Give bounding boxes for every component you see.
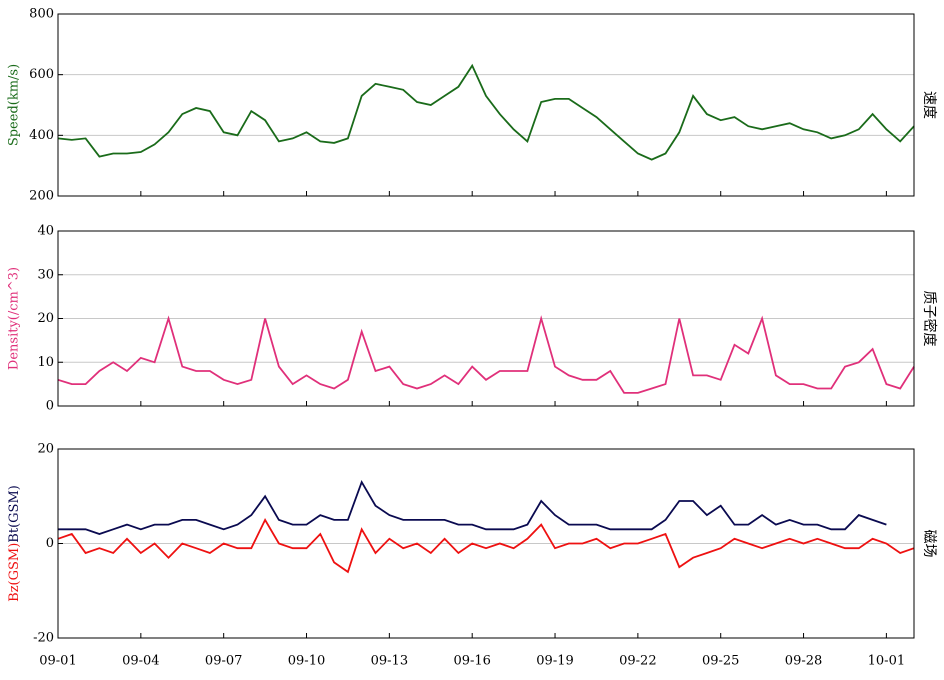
y-tick-label: 30 — [37, 267, 54, 282]
plot-frame — [57, 230, 915, 407]
y-tick-label: 200 — [29, 189, 54, 204]
y-tick-label: 40 — [37, 224, 54, 239]
data-line — [57, 63, 915, 161]
side-label: 磁场 — [921, 530, 937, 558]
data-line — [58, 482, 914, 534]
x-tick-label: 09-25 — [702, 654, 739, 669]
x-tick-label: 09-19 — [536, 654, 573, 669]
legend-entry: Bt(GSM) — [7, 485, 22, 543]
side-label: 速度 — [921, 91, 937, 119]
x-tick-label: 09-01 — [39, 654, 76, 669]
plot-frame — [57, 448, 915, 639]
y-tick-label: 0 — [46, 399, 54, 414]
x-tick-label: 09-22 — [619, 654, 656, 669]
x-tick-label: 09-13 — [371, 654, 408, 669]
y-tick-label: -20 — [33, 631, 54, 646]
data-line — [57, 517, 915, 574]
y-tick-label: 10 — [37, 355, 54, 370]
y-tick-label: 800 — [29, 7, 54, 22]
data-line — [57, 315, 915, 394]
x-tick-label: 09-16 — [453, 654, 490, 669]
plot-frame — [57, 13, 915, 197]
y-tick-label: 600 — [29, 67, 54, 82]
x-tick-label: 09-07 — [205, 654, 242, 669]
x-tick-label: 09-10 — [288, 654, 325, 669]
y-axis-label: Bz(GSM)Bt(GSM) — [7, 485, 22, 602]
y-tick-label: 0 — [46, 536, 54, 551]
y-axis-label: Density(/cm^3) — [7, 267, 22, 370]
x-tick-label: 09-28 — [785, 654, 822, 669]
x-tick-label: 10-01 — [868, 654, 905, 669]
x-tick-label: 09-04 — [122, 654, 159, 669]
legend-entry: Bz(GSM) — [7, 543, 22, 602]
y-tick-label: 20 — [37, 442, 54, 457]
y-axis-label: Speed(km/s) — [7, 64, 22, 146]
y-tick-label: 400 — [29, 128, 54, 143]
side-label: 质子密度 — [921, 291, 938, 347]
y-tick-label: 20 — [37, 311, 54, 326]
